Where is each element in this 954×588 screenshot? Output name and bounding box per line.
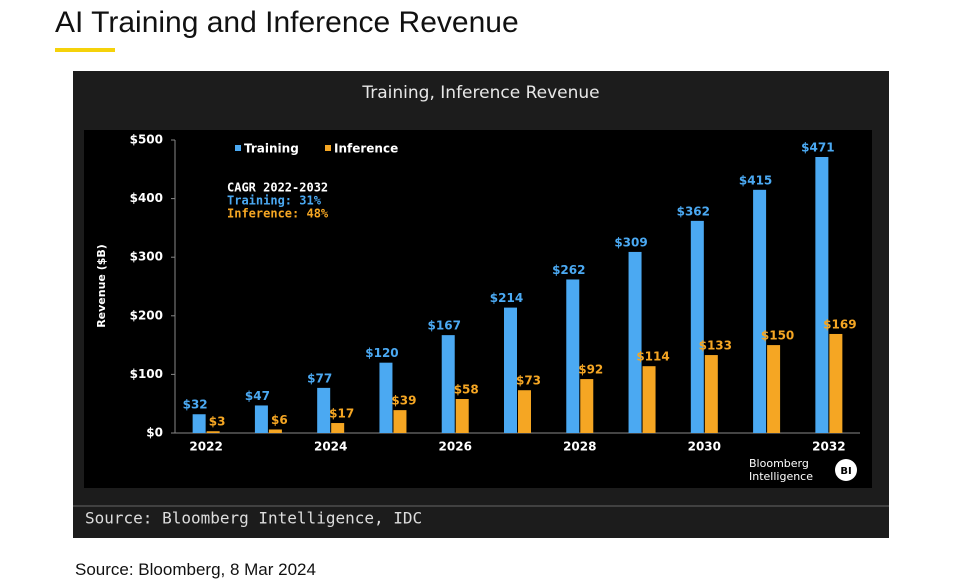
bar [690, 220, 704, 433]
chart-title: Training, Inference Revenue [361, 83, 599, 103]
value-label: $17 [329, 407, 354, 421]
bar [753, 189, 767, 433]
chart-source: Source: Bloomberg Intelligence, IDC [85, 509, 422, 528]
value-label: $114 [636, 350, 669, 364]
value-label: $309 [614, 235, 647, 249]
bar [192, 414, 206, 433]
y-tick-label: $100 [130, 367, 163, 381]
value-label: $92 [578, 363, 603, 377]
y-tick-label: $0 [146, 426, 163, 440]
bar [393, 410, 407, 433]
plot-area [84, 130, 872, 488]
y-axis-label: Revenue ($B) [95, 244, 108, 328]
value-label: $471 [801, 140, 834, 154]
value-label: $77 [307, 371, 332, 385]
bar [331, 423, 345, 433]
bar [815, 156, 829, 433]
bar [704, 355, 718, 433]
value-label: $214 [490, 291, 523, 305]
bar [317, 387, 331, 433]
value-label: $39 [391, 394, 416, 408]
x-tick-label: 2032 [812, 440, 845, 454]
legend-label: Inference [334, 142, 398, 156]
legend-swatch [235, 145, 241, 151]
x-tick-label: 2030 [688, 440, 721, 454]
annotation: Training: 31% [227, 194, 322, 208]
bar [254, 405, 268, 433]
bar [580, 379, 594, 433]
bar [642, 366, 656, 433]
y-tick-label: $400 [130, 191, 163, 205]
value-label: $47 [245, 389, 270, 403]
y-tick-label: $300 [130, 250, 163, 264]
logo-badge [835, 459, 857, 481]
value-label: $73 [516, 374, 541, 388]
annotation: CAGR 2022-2032 [227, 181, 328, 195]
y-tick-label: $500 [130, 133, 163, 147]
chart: Training, Inference Revenue Source: Bloo… [73, 71, 889, 538]
page-title: AI Training and Inference Revenue [55, 6, 519, 39]
y-tick-label: $200 [130, 308, 163, 322]
x-tick-label: 2028 [563, 440, 596, 454]
bar [767, 345, 781, 433]
title-underline [55, 48, 115, 52]
legend-swatch [325, 145, 331, 151]
logo-badge-text: BI [840, 466, 851, 477]
value-label: $6 [271, 413, 288, 427]
value-label: $362 [677, 204, 710, 218]
value-label: $32 [183, 398, 208, 412]
x-tick-label: 2024 [314, 440, 347, 454]
value-label: $3 [209, 415, 226, 429]
bar [518, 390, 531, 433]
bar [206, 431, 220, 433]
bar [455, 399, 469, 433]
bar [628, 251, 642, 433]
bar [441, 335, 455, 433]
value-label: $167 [428, 319, 461, 333]
value-label: $169 [823, 317, 856, 331]
value-label: $415 [739, 173, 772, 187]
value-label: $262 [552, 263, 585, 277]
value-label: $133 [699, 339, 732, 353]
annotation: Inference: 48% [227, 207, 329, 221]
legend-label: Training [244, 142, 299, 156]
bar [829, 333, 843, 433]
logo-text: Bloomberg [749, 457, 809, 470]
bar [379, 362, 393, 433]
logo-text: Intelligence [749, 470, 813, 483]
value-label: $58 [454, 383, 479, 397]
footer-source: Source: Bloomberg, 8 Mar 2024 [75, 560, 316, 579]
bar [566, 279, 580, 433]
x-tick-label: 2022 [189, 440, 222, 454]
x-tick-label: 2026 [439, 440, 472, 454]
bar [504, 307, 517, 433]
bar [268, 429, 282, 433]
value-label: $150 [761, 329, 794, 343]
value-label: $120 [365, 346, 398, 360]
